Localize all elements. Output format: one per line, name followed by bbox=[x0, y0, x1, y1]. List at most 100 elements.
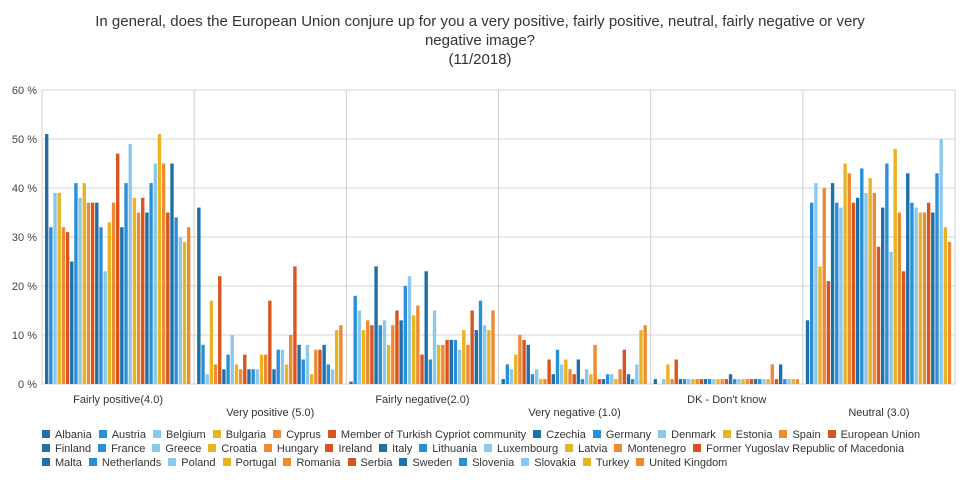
bar bbox=[272, 369, 276, 384]
bar bbox=[758, 379, 762, 384]
legend-label: United Kingdom bbox=[649, 457, 728, 469]
bar bbox=[855, 197, 860, 384]
bar bbox=[585, 369, 589, 384]
legend-label: Czechia bbox=[546, 429, 586, 441]
bar bbox=[161, 163, 166, 384]
legend-label: Belgium bbox=[165, 429, 206, 441]
legend-label: Montenegro bbox=[627, 443, 687, 455]
bar bbox=[301, 359, 305, 384]
bar bbox=[424, 271, 428, 384]
bar bbox=[243, 354, 247, 384]
bar bbox=[86, 202, 91, 384]
bar bbox=[124, 183, 128, 384]
bar bbox=[116, 153, 120, 384]
bar bbox=[226, 354, 230, 384]
legend-item: Germany bbox=[592, 428, 651, 442]
bar bbox=[145, 212, 149, 384]
bar bbox=[947, 241, 952, 384]
bar bbox=[305, 344, 310, 384]
legend-swatch bbox=[722, 430, 731, 438]
legend-label: Cyprus bbox=[286, 429, 321, 441]
legend-label: Slovenia bbox=[472, 457, 515, 469]
bar bbox=[491, 310, 495, 384]
bar bbox=[618, 369, 622, 384]
chart-legend: Albania Austria Belgium Bulgaria Cyprus Membe… bbox=[42, 428, 947, 470]
legend-label: Ireland bbox=[338, 443, 373, 455]
legend-item: Spain bbox=[779, 428, 821, 442]
legend-swatch bbox=[483, 444, 492, 452]
bar bbox=[470, 310, 474, 384]
bar bbox=[501, 379, 505, 384]
bar bbox=[716, 379, 720, 384]
bar bbox=[695, 379, 699, 384]
bar bbox=[318, 349, 322, 384]
category-label: Very negative (1.0) bbox=[528, 407, 620, 419]
legend-swatch bbox=[42, 458, 50, 466]
bar bbox=[601, 379, 606, 384]
legend-item: Former Yugoslav Republic of Macedonia bbox=[693, 442, 904, 456]
legend-label: Member of Turkish Cypriot community bbox=[340, 429, 527, 441]
bar bbox=[234, 364, 239, 384]
y-tick-label: 0 % bbox=[18, 379, 37, 391]
legend-swatch bbox=[582, 458, 591, 466]
legend-swatch bbox=[152, 430, 161, 438]
bar bbox=[141, 197, 145, 384]
bar bbox=[670, 379, 674, 384]
bar bbox=[745, 379, 749, 384]
bar bbox=[407, 276, 412, 384]
bar bbox=[478, 300, 483, 384]
category-label: Fairly negative(2.0) bbox=[375, 394, 469, 406]
bar bbox=[251, 369, 255, 384]
bar bbox=[374, 266, 378, 384]
y-tick-label: 60 % bbox=[12, 85, 37, 97]
bar bbox=[457, 349, 462, 384]
bar bbox=[49, 227, 53, 384]
bar bbox=[610, 374, 614, 384]
bar bbox=[153, 163, 157, 384]
bar bbox=[810, 202, 814, 384]
bar bbox=[881, 207, 885, 384]
legend-item: Poland bbox=[168, 456, 216, 470]
bar bbox=[707, 379, 712, 384]
legend-swatch bbox=[636, 458, 645, 466]
bar bbox=[280, 349, 285, 384]
bar bbox=[733, 379, 737, 384]
legend-label: Luxembourg bbox=[496, 443, 559, 455]
bar bbox=[774, 379, 779, 384]
legend-swatch bbox=[419, 444, 428, 452]
bar bbox=[605, 374, 610, 384]
bar bbox=[205, 374, 209, 384]
bar bbox=[555, 349, 560, 384]
legend-label: Former Yugoslav Republic of Macedonia bbox=[706, 443, 905, 455]
legend-item: Albania bbox=[42, 428, 92, 442]
legend-label: Spain bbox=[792, 429, 821, 441]
bar bbox=[78, 197, 82, 384]
bar bbox=[630, 379, 635, 384]
bar bbox=[522, 339, 526, 384]
bar bbox=[534, 369, 539, 384]
bar bbox=[864, 192, 868, 384]
legend-label: Portugal bbox=[235, 457, 277, 469]
bar bbox=[589, 374, 593, 384]
bar bbox=[247, 369, 251, 384]
legend-item: Sweden bbox=[399, 456, 452, 470]
bar bbox=[149, 183, 153, 384]
bar bbox=[157, 134, 162, 384]
legend-swatch bbox=[658, 430, 667, 438]
bar bbox=[783, 379, 787, 384]
bar bbox=[720, 379, 724, 384]
bar bbox=[326, 364, 331, 384]
bar bbox=[872, 192, 877, 384]
bar bbox=[918, 212, 922, 384]
bar bbox=[366, 320, 370, 384]
bar bbox=[445, 339, 449, 384]
legend-swatch bbox=[521, 458, 530, 466]
bar bbox=[935, 173, 939, 384]
legend-label: Bulgaria bbox=[225, 429, 267, 441]
bar bbox=[653, 379, 658, 384]
bar bbox=[201, 344, 205, 384]
bar bbox=[526, 344, 530, 384]
bar bbox=[357, 310, 362, 384]
bar bbox=[805, 320, 810, 384]
bar bbox=[136, 212, 141, 384]
